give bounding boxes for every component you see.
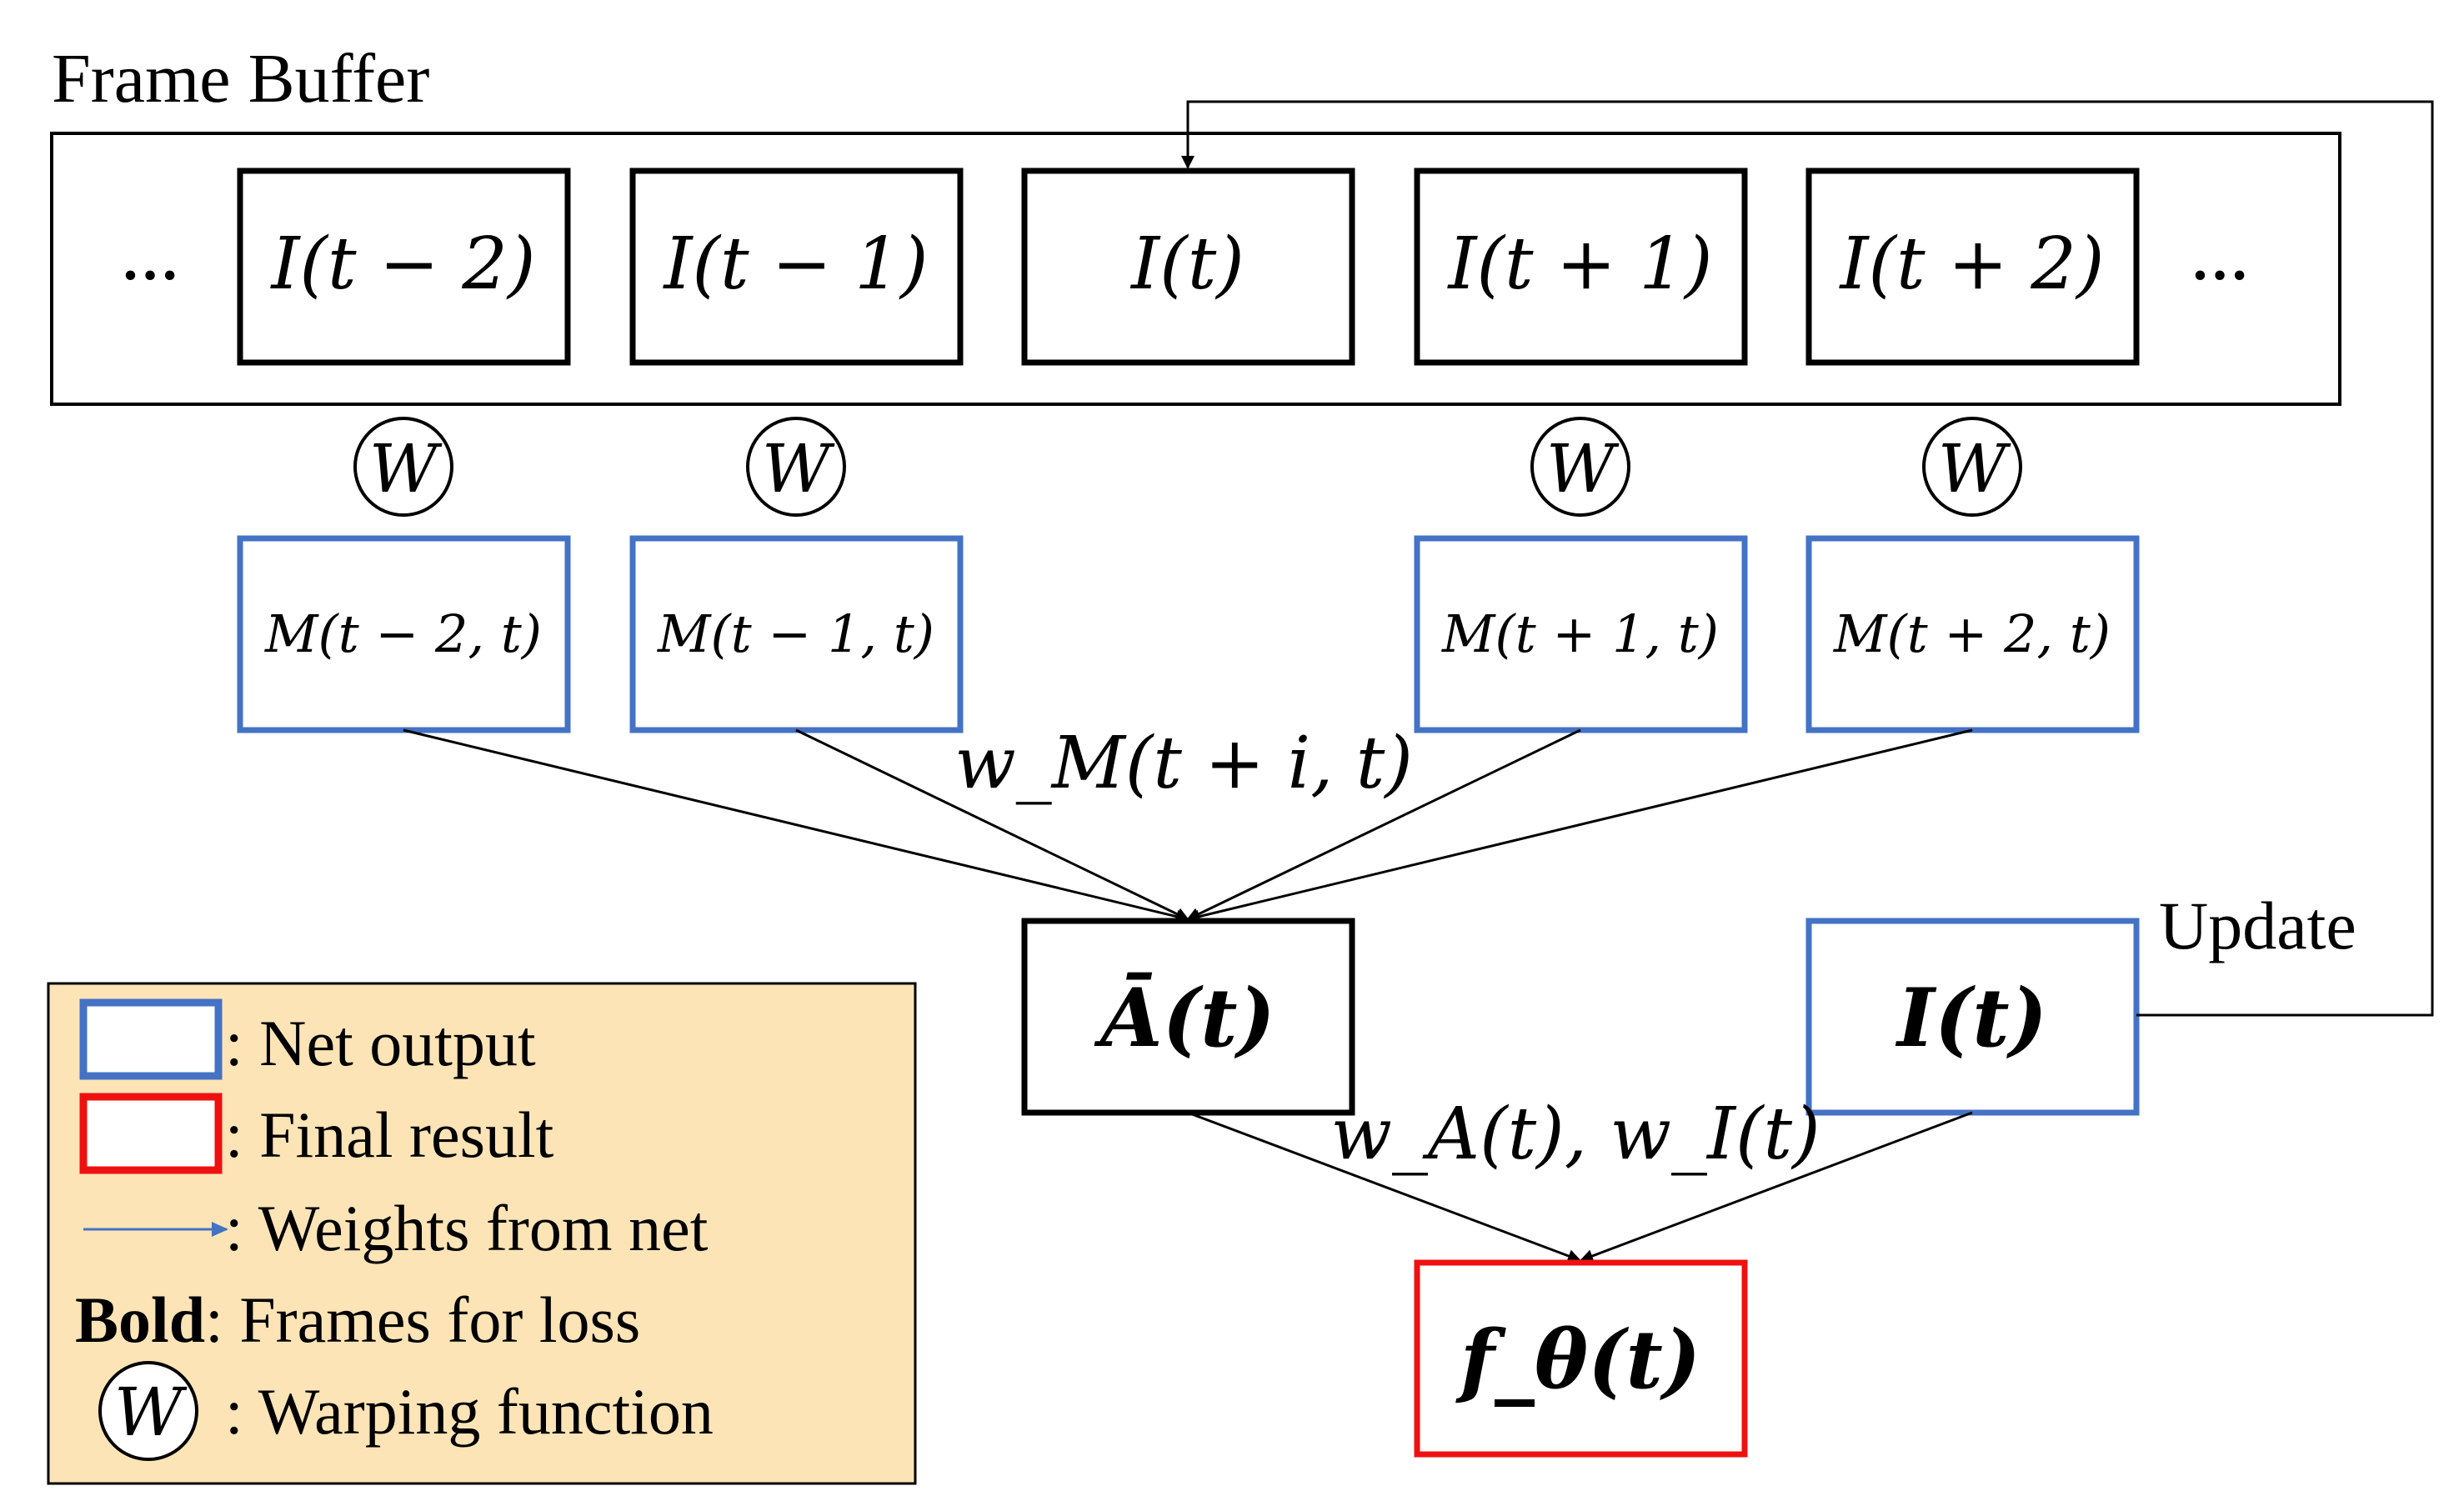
motion-label: M(t + 2, t) <box>1833 603 2111 664</box>
motion-label: M(t − 2, t) <box>264 603 542 664</box>
legend-bold-text: : Frames for loss <box>205 1283 640 1356</box>
legend-net-output-swatch <box>79 998 223 1080</box>
svg-text:W: W <box>762 430 835 508</box>
motion-box-t-plus-1 <box>1414 535 1748 733</box>
legend-warp-icon: W <box>98 1361 198 1461</box>
legend-warping-text: : Warping function <box>225 1375 714 1448</box>
current-frame-box <box>1805 918 2140 1116</box>
current-frame-label: I(t) <box>1895 971 2047 1065</box>
ellipsis-left: … <box>121 228 179 293</box>
svg-text:W: W <box>1938 430 2011 508</box>
frame-label: I(t − 2) <box>269 223 535 306</box>
frame-box-t <box>1021 168 1355 366</box>
svg-text:W: W <box>369 430 443 508</box>
frame-buffer-container <box>50 132 2341 406</box>
motion-label: M(t + 1, t) <box>1441 603 1719 664</box>
aggregate-label: Ā(t) <box>1094 971 1275 1065</box>
arrow-motion-to-aggregate <box>1186 728 1973 923</box>
frame-box-t-plus-1 <box>1414 168 1748 366</box>
update-label: Update <box>2159 888 2356 963</box>
warp-icon: W <box>1530 417 1630 517</box>
frame-box-t-plus-2 <box>1805 168 2140 366</box>
frame-label: I(t + 2) <box>1838 223 2104 306</box>
final-result-box <box>1414 1259 1748 1458</box>
frame-label: I(t) <box>1129 223 1245 306</box>
frame-label: I(t + 1) <box>1446 223 1712 306</box>
final-result-label: f_θ(t) <box>1455 1313 1701 1407</box>
motion-box-t-plus-2 <box>1805 535 2140 733</box>
arrow-aggregate-to-final <box>1187 1111 1581 1263</box>
update-loop-arrow <box>1181 100 2434 1017</box>
legend: : Net output : Final result : Weights fr… <box>47 982 917 1485</box>
svg-text:W: W <box>114 1373 188 1451</box>
arrow-motion-to-aggregate <box>403 728 1189 923</box>
motion-label: M(t − 1, t) <box>657 603 934 664</box>
legend-weights-text: : Weights from net <box>225 1192 709 1264</box>
ellipsis-right: … <box>2191 228 2249 293</box>
arrow-motion-to-aggregate <box>795 728 1189 921</box>
frame-box-t-minus-2 <box>237 168 571 366</box>
legend-bold-word: Bold <box>75 1283 205 1356</box>
final-weight-label: w_A(t), w_I(t) <box>1330 1093 1820 1176</box>
frame-label: I(t − 1) <box>662 223 928 306</box>
legend-bold-line: Bold: Frames for loss <box>75 1283 640 1356</box>
legend-net-output-text: : Net output <box>225 1007 536 1079</box>
legend-final-result-swatch <box>79 1093 223 1174</box>
svg-text:W: W <box>1546 430 1620 508</box>
arrow-motion-to-aggregate <box>1186 728 1581 921</box>
warp-icon: W <box>746 417 846 517</box>
warp-icon: W <box>353 417 453 517</box>
warp-icon: W <box>1922 417 2022 517</box>
frame-buffer-title: Frame Buffer <box>52 40 429 118</box>
legend-final-result-text: : Final result <box>225 1098 554 1171</box>
arrow-current-to-final <box>1580 1111 1973 1263</box>
motion-weight-label: w_M(t + i, t) <box>954 722 1413 805</box>
frame-box-t-minus-1 <box>629 168 964 366</box>
